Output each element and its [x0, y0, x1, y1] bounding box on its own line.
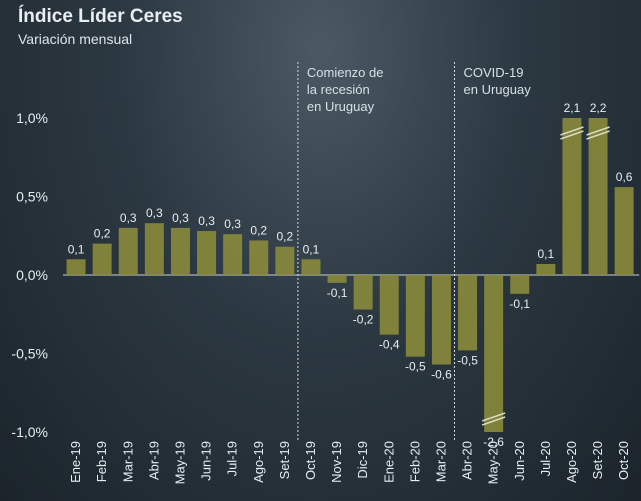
x-tick-label: Ago-19	[251, 441, 266, 483]
bar	[197, 231, 217, 275]
bar	[327, 275, 347, 283]
data-label: -0,1	[509, 297, 530, 311]
data-label: -0,6	[431, 367, 452, 381]
data-label: 2,1	[564, 101, 581, 115]
x-tick-label: May-19	[172, 441, 187, 484]
bar	[92, 243, 112, 275]
data-label: 0,3	[172, 211, 189, 225]
bar	[536, 264, 556, 275]
data-label: -0,5	[457, 353, 478, 367]
data-label: 0,2	[94, 227, 111, 241]
x-tick-label: Mar-20	[433, 441, 448, 482]
bar	[379, 275, 399, 335]
bar	[353, 275, 373, 310]
data-label: -0,2	[353, 313, 374, 327]
annotation-text: la recesión	[307, 82, 370, 97]
annotation-text: COVID-19	[464, 65, 524, 80]
data-label: 0,2	[250, 223, 267, 237]
truncation-mark	[586, 126, 610, 136]
truncation-mark	[560, 126, 584, 136]
truncation-mark	[481, 412, 506, 422]
annotation-text: en Uruguay	[307, 99, 375, 114]
y-tick-label: -0,5%	[11, 346, 48, 362]
x-tick-label: Jun-20	[512, 441, 527, 481]
data-label: 0,1	[538, 247, 555, 261]
data-label: -0,4	[379, 338, 400, 352]
annotations: Comienzo de la recesión en Uruguay COVID-19…	[297, 62, 532, 440]
truncation-mark	[586, 130, 610, 140]
bar	[614, 187, 634, 275]
x-tick-label: Set-20	[590, 441, 605, 479]
x-tick-label: Ene-19	[68, 441, 83, 483]
truncation-mark	[481, 416, 506, 426]
x-tick-label: Mar-19	[120, 441, 135, 482]
x-tick-label: Abr-20	[460, 441, 475, 480]
bar	[249, 240, 269, 275]
x-tick-label: Abr-19	[146, 441, 161, 480]
x-tick-label: Ago-20	[564, 441, 579, 483]
bar-series: 0,1 0,2 0,3 0,3 0,3 0,3 0,3 0,2 0,2 0,1 -0,1 -0,2 -0…	[66, 101, 634, 449]
x-tick-label: Oct-19	[303, 441, 318, 480]
bar	[118, 227, 138, 275]
x-tick-label: Feb-20	[407, 441, 422, 482]
data-label: 0,6	[616, 170, 633, 184]
bar	[405, 275, 425, 357]
bar	[223, 234, 243, 275]
y-tick-label: 0,5%	[16, 189, 48, 205]
x-tick-label: Set-19	[277, 441, 292, 479]
y-tick-label: 1,0%	[16, 110, 48, 126]
chart-subtitle: Variación mensual	[18, 31, 133, 47]
x-tick-label: Nov-19	[329, 441, 344, 483]
chart-title: Índice Líder Ceres	[18, 6, 183, 27]
y-tick-label: -1,0%	[11, 424, 48, 440]
x-tick-label: Feb-19	[94, 441, 109, 482]
bar	[301, 259, 321, 275]
bar	[510, 275, 530, 294]
data-label: -2,6	[483, 435, 504, 449]
data-label: 0,1	[303, 242, 320, 256]
annotation-text: en Uruguay	[464, 82, 532, 97]
data-label: -0,1	[327, 286, 348, 300]
data-label: 2,2	[590, 101, 607, 115]
bar	[588, 118, 608, 275]
y-tick-label: 0,0%	[16, 267, 48, 283]
data-label: 0,3	[146, 206, 163, 220]
data-label: -0,5	[405, 360, 426, 374]
bar	[66, 259, 86, 275]
data-label: 0,3	[198, 214, 215, 228]
data-label: 0,2	[277, 230, 294, 244]
data-label: 0,3	[224, 217, 241, 231]
bar	[458, 275, 478, 351]
x-tick-label: Oct-20	[616, 441, 631, 480]
x-tick-label: Ene-20	[381, 441, 396, 483]
x-tick-label: May-20	[486, 441, 501, 484]
bar	[275, 246, 295, 275]
x-tick-label: Jul-19	[225, 441, 240, 476]
truncation-mark	[560, 130, 584, 140]
x-tick-label: Jun-19	[199, 441, 214, 481]
x-tick-label: Dic-19	[355, 441, 370, 479]
x-tick-label: Jul-20	[538, 441, 553, 476]
bar	[431, 275, 451, 365]
x-axis: Ene-19 Feb-19 Mar-19 Abr-19 May-19 Jun-19 Jul-…	[68, 441, 631, 484]
bar	[144, 223, 164, 275]
bar	[484, 275, 504, 432]
annotation-text: Comienzo de	[307, 65, 384, 80]
bar	[562, 118, 582, 275]
data-label: 0,3	[120, 211, 137, 225]
data-label: 0,1	[68, 242, 85, 256]
bar	[170, 227, 190, 275]
